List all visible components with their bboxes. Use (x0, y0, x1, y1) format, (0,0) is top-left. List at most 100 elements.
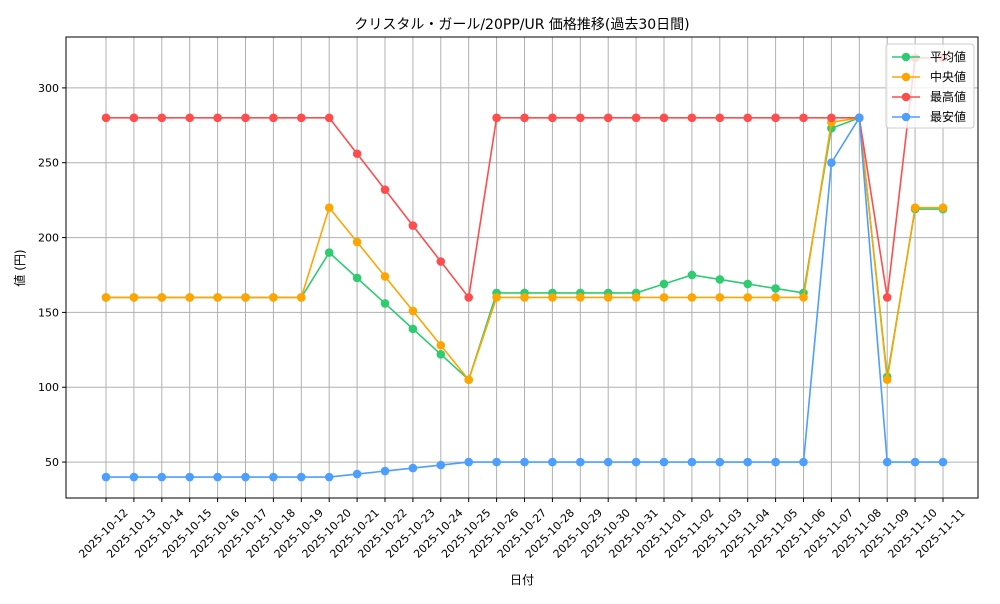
data-point (157, 472, 167, 482)
data-point (492, 293, 501, 302)
x-axis-label: 日付 (510, 573, 534, 587)
data-point (352, 149, 362, 159)
data-point (687, 270, 697, 280)
data-point (548, 113, 557, 123)
data-point (408, 306, 418, 316)
plot-frame (65, 36, 979, 499)
data-point (157, 113, 167, 123)
data-point (603, 113, 613, 123)
data-point (297, 293, 306, 302)
data-point (436, 350, 446, 359)
data-point (631, 457, 641, 467)
data-point (548, 293, 557, 302)
data-point (185, 472, 194, 482)
data-point (269, 113, 278, 123)
data-point (938, 457, 948, 467)
data-point (380, 299, 390, 308)
data-point (352, 469, 362, 479)
data-point (715, 113, 725, 123)
data-point (324, 113, 334, 123)
data-point (408, 463, 418, 473)
data-point (743, 457, 752, 467)
data-point (129, 472, 139, 482)
data-point (297, 472, 306, 482)
data-point (715, 457, 725, 467)
data-point (799, 113, 808, 123)
data-point (101, 472, 111, 482)
data-point (380, 185, 390, 194)
data-point (380, 466, 390, 476)
data-point (324, 472, 334, 482)
data-point (492, 457, 501, 467)
data-point (659, 293, 669, 302)
data-point (603, 457, 613, 467)
data-point (408, 221, 418, 230)
data-point (269, 472, 278, 482)
data-point (882, 293, 892, 302)
data-point (882, 457, 892, 467)
data-point (520, 457, 529, 467)
data-point (715, 275, 725, 284)
data-point (352, 273, 362, 283)
data-point (743, 279, 752, 289)
data-point (492, 113, 501, 123)
data-point (380, 272, 390, 281)
data-point (576, 113, 585, 123)
data-point (436, 460, 446, 470)
data-point (771, 457, 780, 467)
data-point (687, 293, 697, 302)
legend-label: 最高値 (930, 89, 966, 104)
data-point (799, 293, 808, 302)
data-point (771, 284, 780, 293)
data-point (241, 293, 250, 302)
data-point (659, 279, 669, 289)
data-point (129, 113, 139, 123)
data-point (436, 341, 446, 350)
data-point (743, 113, 752, 123)
data-point (576, 457, 585, 467)
y-axis-ticks: 50 100 150 200 250 300 (38, 82, 66, 469)
data-point (603, 293, 613, 302)
data-point (464, 293, 474, 302)
data-point (882, 375, 892, 385)
data-point (743, 293, 752, 302)
data-point (659, 457, 669, 467)
series-3 (101, 113, 948, 482)
data-point (324, 203, 334, 212)
y-tick-label: 50 (45, 456, 59, 469)
legend-marker (901, 112, 911, 122)
data-point (324, 248, 334, 257)
y-tick-label: 100 (38, 381, 59, 394)
data-point (436, 257, 446, 266)
data-point (185, 113, 194, 123)
data-point (157, 293, 167, 302)
data-point (855, 113, 864, 123)
data-point (101, 293, 111, 302)
data-point (548, 457, 557, 467)
y-tick-label: 200 (38, 232, 59, 245)
data-point (352, 237, 362, 247)
data-point (241, 472, 250, 482)
data-point (659, 113, 669, 123)
series-lines (101, 53, 948, 482)
data-point (771, 293, 780, 302)
legend-marker (901, 92, 911, 102)
data-point (241, 113, 250, 123)
y-tick-label: 250 (38, 157, 59, 170)
data-point (576, 293, 585, 302)
data-point (464, 457, 474, 467)
data-point (101, 113, 111, 123)
data-point (464, 375, 474, 385)
data-point (520, 113, 529, 123)
legend-label: 最安値 (930, 109, 966, 124)
data-point (213, 113, 222, 123)
data-point (799, 457, 808, 467)
legend-label: 平均値 (930, 49, 966, 64)
data-point (910, 457, 920, 467)
data-point (687, 113, 697, 123)
data-point (185, 293, 194, 302)
data-point (631, 293, 641, 302)
data-point (213, 293, 222, 302)
